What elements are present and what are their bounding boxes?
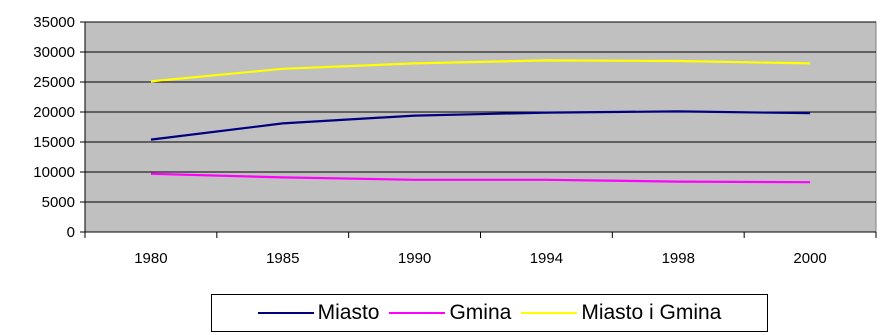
- legend-item-miasto-i-gmina: Miasto i Gmina: [521, 301, 721, 325]
- legend-label-gmina: Gmina: [449, 301, 511, 325]
- y-tick-label: 30000: [33, 44, 75, 61]
- x-tick-label: 1990: [398, 250, 431, 267]
- y-tick-label: 15000: [33, 134, 75, 151]
- x-tick-label: 1985: [266, 250, 299, 267]
- y-tick-label: 10000: [33, 164, 75, 181]
- y-tick-label: 5000: [42, 194, 75, 211]
- line-chart: 0 5000 10000 15000 20000 25000 30000 35000 1980…: [0, 0, 893, 290]
- legend-item-miasto: Miasto: [258, 301, 380, 325]
- legend-label-miasto: Miasto: [318, 301, 380, 325]
- legend-label-miasto-i-gmina: Miasto i Gmina: [581, 301, 721, 325]
- y-axis-ticks: 0 5000 10000 15000 20000 25000 30000 35000: [33, 14, 85, 241]
- y-tick-label: 25000: [33, 74, 75, 91]
- legend: Miasto Gmina Miasto i Gmina: [211, 294, 768, 332]
- y-tick-label: 20000: [33, 104, 75, 121]
- legend-swatch-gmina: [389, 312, 445, 314]
- x-tick-label: 1998: [662, 250, 695, 267]
- x-tick-label: 2000: [793, 250, 826, 267]
- x-tick-label: 1994: [530, 250, 563, 267]
- plot-area: [85, 22, 876, 232]
- legend-swatch-miasto: [258, 312, 314, 314]
- y-tick-label: 0: [67, 224, 75, 241]
- x-tick-label: 1980: [134, 250, 167, 267]
- legend-item-gmina: Gmina: [389, 301, 511, 325]
- x-axis-ticks: 1980 1985 1990 1994 1998 2000: [85, 232, 876, 267]
- y-tick-label: 35000: [33, 14, 75, 31]
- legend-swatch-miasto-i-gmina: [521, 312, 577, 314]
